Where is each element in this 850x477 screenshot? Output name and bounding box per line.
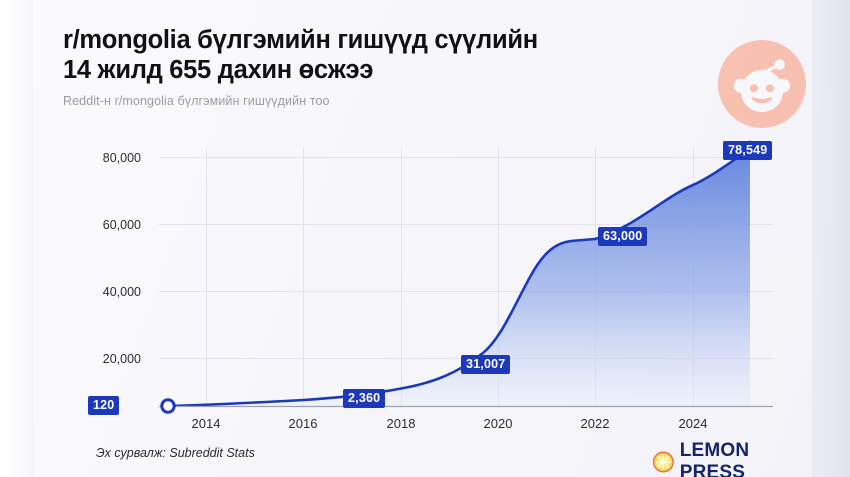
page-subtitle: Reddit-н r/mongolia бүлгэмийн гишүүдийн … <box>63 94 330 109</box>
source-note: Эх сурвалж: Subreddit Stats <box>96 446 255 460</box>
x-tick-label: 2022 <box>580 416 610 431</box>
card-right-edge <box>810 0 850 477</box>
value-badge-2018: 2,360 <box>343 389 386 409</box>
start-point-marker <box>160 398 176 414</box>
brand-logo: LEMON PRESS <box>653 440 812 477</box>
brand-name: LEMON PRESS <box>679 440 750 477</box>
reddit-logo-icon <box>718 40 806 128</box>
y-tick-label: 40,000 <box>102 285 141 299</box>
y-axis-labels: 80,000 60,000 40,000 20,000 <box>33 138 141 428</box>
value-badge-2021: 31,007 <box>461 355 511 375</box>
x-tick-label: 2014 <box>191 416 221 431</box>
value-badge-2024: 63,000 <box>598 227 648 247</box>
area-fill <box>168 149 750 406</box>
chart-plot-area: 120 2,360 31,007 63,000 78,549 <box>33 138 812 428</box>
x-tick-label: 2020 <box>483 416 513 431</box>
x-tick-label: 2024 <box>678 416 708 431</box>
value-badge-end: 78,549 <box>723 141 773 161</box>
y-tick-label: 20,000 <box>102 352 141 366</box>
header: r/mongolia бүлгэмийн гишүүд сүүлийн 14 ж… <box>63 26 683 108</box>
x-tick-label: 2016 <box>288 416 318 431</box>
y-tick-label: 80,000 <box>102 151 141 165</box>
x-tick-label: 2018 <box>386 416 416 431</box>
lemon-slice-icon <box>653 451 674 473</box>
page-title: r/mongolia бүлгэмийн гишүүд сүүлийн 14 ж… <box>63 26 538 84</box>
infographic-card: r/mongolia бүлгэмийн гишүүд сүүлийн 14 ж… <box>33 0 812 477</box>
card-left-edge <box>0 0 33 477</box>
y-tick-label: 60,000 <box>102 218 141 232</box>
value-badge-start: 120 <box>88 396 120 416</box>
x-axis-labels: 2014 2016 2018 2020 2022 2024 <box>33 416 812 442</box>
data-line <box>166 147 752 408</box>
line-chart <box>159 140 773 414</box>
